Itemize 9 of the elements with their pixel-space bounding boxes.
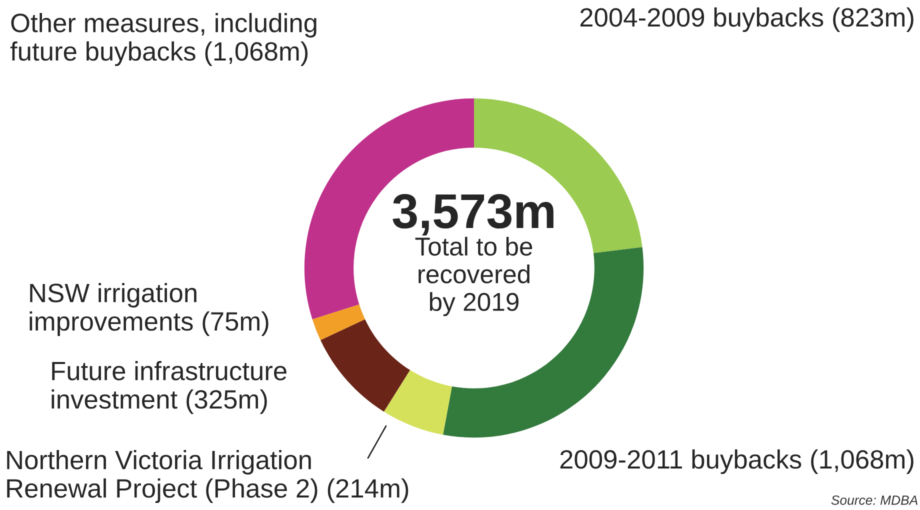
text: 3,573m (392, 194, 554, 236)
slice-label: Future infrastructure investment (325m) (52, 360, 286, 414)
slice-label: Northern Victoria Irrigation Renewal Project (Phase 2) (214m) (7, 450, 408, 503)
source-note: Source: MDBA (831, 496, 918, 505)
text: Total to be recovered by 2019 (415, 236, 532, 316)
slice-label: NSW irrigation improvements (75m) (30, 282, 268, 336)
slice-label: Other measures, including future buybacks (1,068m) (10, 12, 316, 66)
slice-label: 2009-2011 buybacks (1,068m) (560, 449, 914, 474)
slice-label: 2004-2009 buybacks (823m) (580, 7, 914, 32)
